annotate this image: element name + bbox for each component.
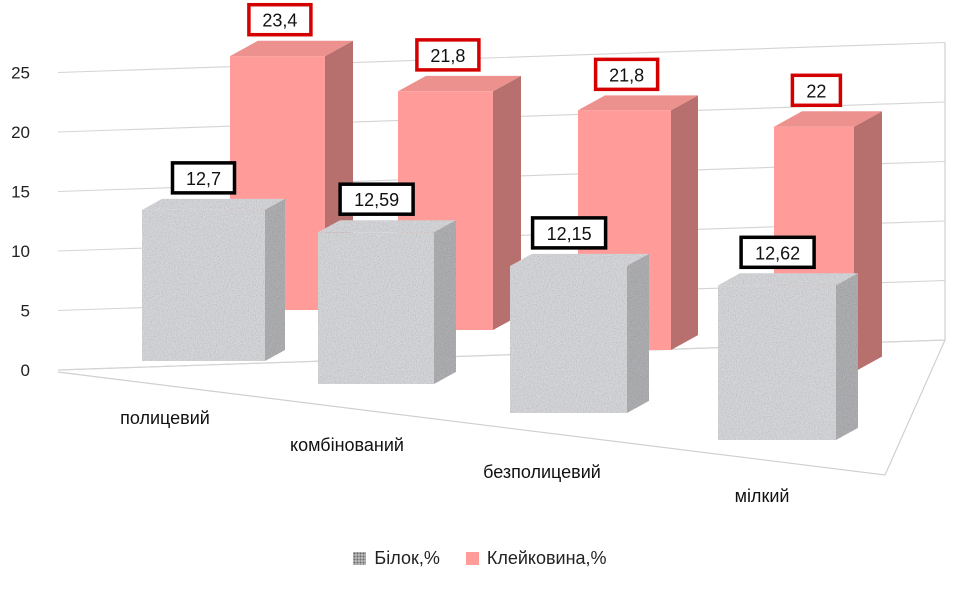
x-tick-label: безполицевий xyxy=(483,462,601,482)
data-label: 12,7 xyxy=(170,161,237,195)
bar-protein-side-shade xyxy=(265,198,285,361)
chart-plot-area: 0 5 10 15 20 25 полицевий комбінований безполиц… xyxy=(11,2,946,506)
svg-text:12,7: 12,7 xyxy=(186,169,221,189)
legend-swatch-protein xyxy=(353,552,367,565)
legend-swatch-gluten xyxy=(465,552,479,565)
data-label: 21,8 xyxy=(415,38,481,72)
data-label: 12,62 xyxy=(739,235,816,270)
y-tick-label: 20 xyxy=(11,123,30,142)
data-label: 23,4 xyxy=(247,2,313,37)
svg-text:12,62: 12,62 xyxy=(755,243,800,263)
svg-text:12,15: 12,15 xyxy=(547,224,592,244)
bar-protein xyxy=(142,198,285,361)
bar-protein xyxy=(718,273,858,440)
legend: Білок,% Клейковина,% xyxy=(0,548,960,569)
bar-protein-side-shade xyxy=(434,220,456,384)
y-tick-label: 5 xyxy=(21,302,30,321)
y-tick-label: 15 xyxy=(11,183,30,202)
bar-protein-side-shade xyxy=(627,253,649,413)
legend-item-protein[interactable]: Білок,% xyxy=(353,548,440,569)
data-label: 12,59 xyxy=(338,182,415,216)
svg-text:22: 22 xyxy=(806,81,826,101)
x-tick-label: полицевий xyxy=(120,408,210,428)
legend-label-gluten: Клейковина,% xyxy=(486,548,607,568)
svg-text:21,8: 21,8 xyxy=(609,65,644,85)
x-tick-label: мілкий xyxy=(735,486,790,506)
bar-protein xyxy=(318,220,456,384)
legend-label-protein: Білок,% xyxy=(374,548,440,568)
data-label: 22 xyxy=(790,73,843,108)
svg-text:23,4: 23,4 xyxy=(262,11,297,31)
legend-item-gluten[interactable]: Клейковина,% xyxy=(465,548,607,569)
y-tick-label: 10 xyxy=(11,242,30,261)
bar-protein-side-shade xyxy=(836,273,858,440)
data-label: 21,8 xyxy=(593,57,660,92)
y-tick-label: 25 xyxy=(11,64,30,83)
bar-protein xyxy=(510,253,649,413)
svg-text:21,8: 21,8 xyxy=(430,46,465,66)
gridline-25 xyxy=(57,41,946,74)
y-tick-label: 0 xyxy=(21,361,30,380)
x-tick-label: комбінований xyxy=(290,435,404,455)
svg-text:12,59: 12,59 xyxy=(354,190,399,210)
data-label: 12,15 xyxy=(530,216,608,250)
